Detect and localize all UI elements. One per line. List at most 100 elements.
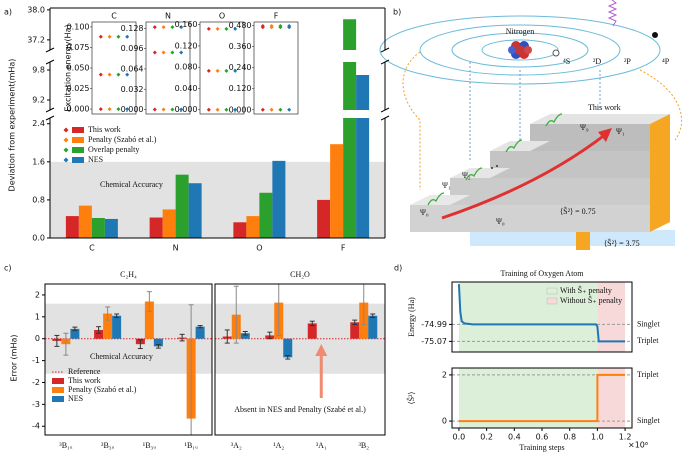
bar [343, 62, 357, 110]
inset-point [170, 107, 175, 112]
inset-point [233, 26, 238, 31]
y-tick-label: 37.2 [27, 35, 45, 44]
legend-label: Without Ŝ₊ penalty [560, 295, 622, 305]
inset-point [224, 68, 229, 73]
psi-label: Ψ₂ [462, 171, 471, 180]
frame [214, 283, 386, 436]
psi-label: Ψ₁ [616, 127, 625, 136]
legend-swatch [52, 378, 64, 384]
inset-point [107, 34, 112, 39]
legend-label: Penalty (Szabó et al.) [68, 385, 137, 394]
y-tick-label: 0 [442, 417, 447, 426]
bar [91, 218, 105, 238]
psi-label: Ψ₉ [580, 123, 589, 132]
spin-label: ⟨Ŝ²⟩ = 0.75 [560, 206, 596, 216]
bar [144, 301, 154, 339]
diagram-b: b) Nitrogen ⁴S ²D ²P ⁴P [379, 0, 683, 250]
bar [78, 205, 92, 238]
subplot-title: CH₂O [290, 270, 310, 279]
staircase [410, 114, 670, 232]
electron [652, 32, 658, 38]
legend-label: Overlap penalty [88, 145, 139, 154]
inset-tick-label: 0.050 [67, 64, 90, 73]
inset-title: F [274, 12, 279, 21]
axis-break [45, 59, 55, 65]
x-tick-label: ³B₃ᵤ [101, 441, 115, 450]
inset-point [224, 107, 229, 112]
inset-tick-label: 0.000 [229, 105, 252, 114]
level-label: ⁴S [563, 57, 570, 66]
inset-tick-label: 0.025 [67, 84, 90, 93]
inset-point [116, 34, 121, 39]
x-tick-label: ³A₂ [231, 441, 242, 450]
panel-label: c) [4, 264, 12, 273]
x-tick-label: ³A₁ [316, 441, 327, 450]
bar [307, 323, 317, 339]
inset-tick-label: 0.040 [175, 84, 198, 93]
x-tick-label: ³B₁ᵤ [59, 441, 73, 450]
bar [188, 183, 202, 238]
y-tick-label: 9.8 [32, 66, 45, 75]
x-tick-label: ¹A₂ [273, 441, 284, 450]
legend-marker [63, 127, 69, 133]
inset-tick-label: 0.096 [121, 44, 144, 53]
region [597, 282, 626, 352]
bar [330, 144, 344, 238]
inset-tick-label: 0.128 [121, 24, 144, 33]
legend-label: This work [88, 125, 121, 134]
bar [343, 118, 357, 238]
legend-marker [63, 137, 69, 143]
inset-tick-label: 0.240 [229, 63, 252, 72]
reference-label: Triplet [637, 370, 659, 379]
y-axis-label: Energy (Ha) [407, 297, 416, 337]
y-tick-label: -75.07 [421, 337, 447, 346]
inset-point [116, 107, 121, 112]
y-tick-label: 1 [35, 312, 40, 321]
frame [451, 281, 633, 353]
psi-label: Ψ₀ [420, 208, 429, 217]
quartet-plane [470, 230, 675, 246]
inset-point [269, 24, 274, 29]
legend-label: NES [68, 394, 83, 403]
x-tick-label: ¹B₃ᵤ [143, 441, 157, 450]
axis-break [45, 115, 55, 121]
inset-point [233, 68, 238, 73]
region [597, 368, 626, 428]
bar [240, 333, 250, 339]
annotation-arrowhead [315, 344, 328, 356]
bar [356, 75, 370, 110]
bar [94, 329, 104, 339]
x-tick-label: 0.4 [508, 433, 521, 442]
inset-point [215, 26, 220, 31]
inset-point [161, 50, 166, 55]
panel-label: a) [4, 8, 12, 17]
legend-swatch [72, 147, 84, 153]
y-tick-label: 2 [35, 290, 40, 299]
inset-point [215, 68, 220, 73]
inset-point [278, 24, 283, 29]
inset-point [206, 26, 211, 31]
x-tick-label: 0.2 [480, 433, 493, 442]
bar [149, 217, 163, 238]
x-tick-label: C [89, 244, 95, 253]
inset-tick-label: 0.360 [229, 42, 252, 51]
bar [246, 216, 260, 238]
psi-label: Ψ₁ [442, 181, 451, 190]
x-tick-label: N [173, 244, 179, 253]
axis-break [380, 47, 390, 53]
x-tick-label: F [341, 244, 346, 253]
x-tick-label: 1.2 [619, 433, 632, 442]
inset-tick-label: 0.064 [121, 64, 144, 73]
panel-label: b) [393, 8, 401, 17]
y-axis-label: Deviation from experiment(mHa) [8, 59, 17, 192]
bar [103, 313, 113, 339]
inset-point [125, 72, 130, 77]
reference-label: Singlet [637, 416, 660, 425]
inset-tick-label: 0.032 [121, 85, 144, 94]
x-tick-label: ³B₂ [358, 441, 369, 450]
inset-point [206, 68, 211, 73]
bar [343, 19, 357, 50]
legend-label: NES [88, 155, 103, 164]
legend-label: With Ŝ₊ penalty [560, 285, 612, 295]
axis-break [380, 59, 390, 65]
